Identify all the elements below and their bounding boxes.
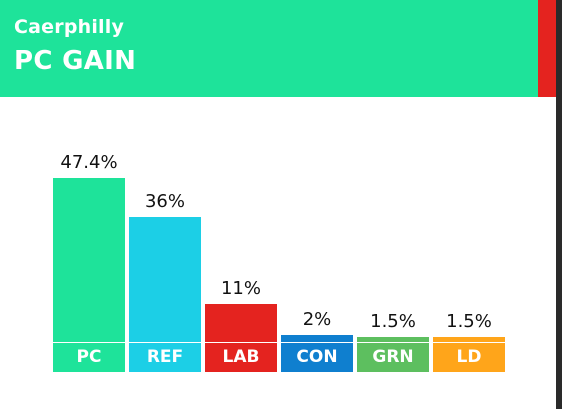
screen-edge bbox=[556, 0, 562, 409]
constituency-name: Caerphilly bbox=[14, 16, 125, 38]
header-accent-stripe bbox=[538, 0, 556, 97]
bar-ld bbox=[433, 336, 505, 342]
value-label-lab: 11% bbox=[220, 277, 261, 299]
value-label-ld: 1.5% bbox=[446, 310, 492, 332]
bar-con bbox=[281, 335, 353, 342]
bar-lab bbox=[205, 303, 277, 342]
result-header: Caerphilly PC GAIN bbox=[0, 0, 538, 97]
value-label-pc: 47.4% bbox=[60, 152, 118, 173]
bar-ref bbox=[129, 217, 201, 342]
bar-grn bbox=[357, 336, 429, 342]
party-label-grn: GRN bbox=[357, 343, 429, 372]
party-label-con: CON bbox=[281, 343, 353, 372]
party-label-pc: PC bbox=[53, 343, 125, 372]
party-label-ld: LD bbox=[433, 343, 505, 372]
party-label-ref: REF bbox=[129, 343, 201, 372]
value-label-con: 2% bbox=[302, 309, 332, 331]
bar-pc bbox=[53, 178, 125, 342]
value-label-grn: 1.5% bbox=[370, 310, 416, 332]
party-label-lab: LAB bbox=[205, 343, 277, 372]
result-title: PC GAIN bbox=[14, 46, 137, 76]
value-label-ref: 36% bbox=[144, 191, 185, 213]
